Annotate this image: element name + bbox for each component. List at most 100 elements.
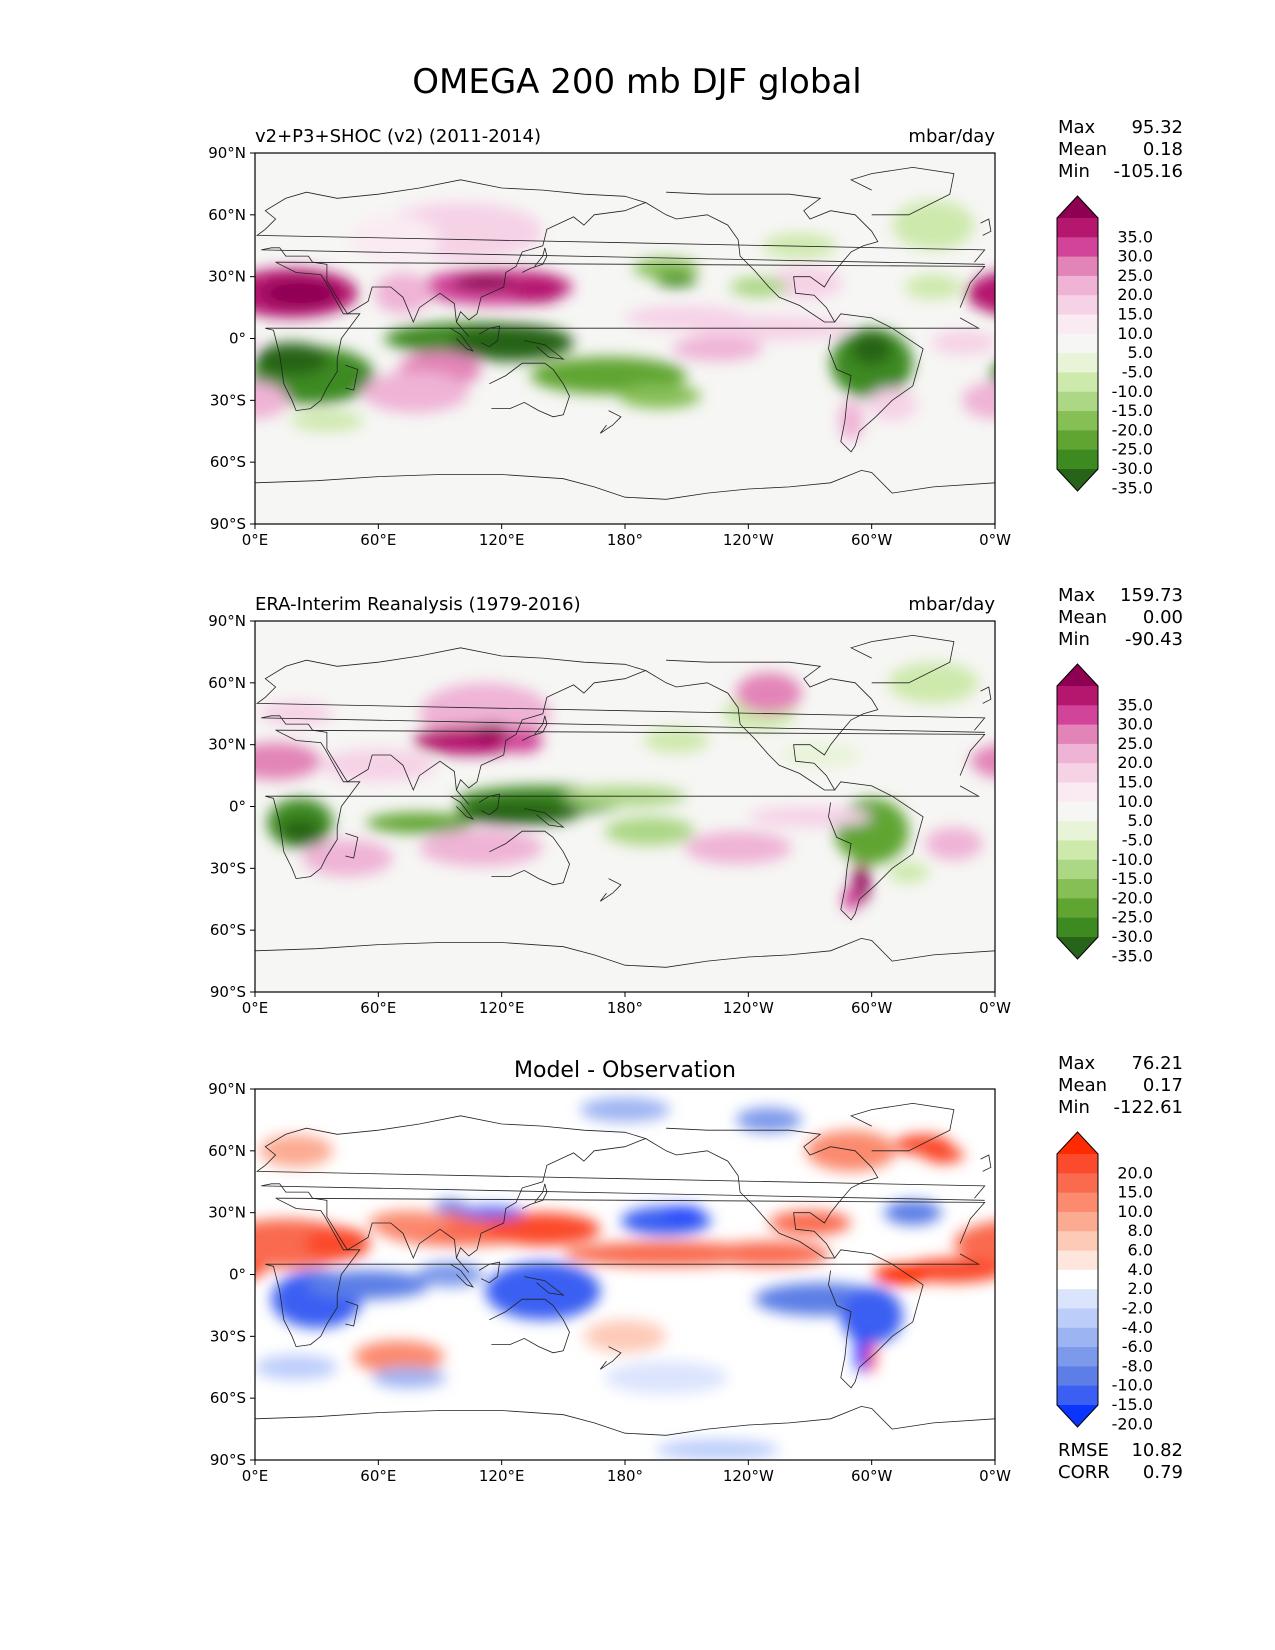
map-field <box>255 634 995 968</box>
colorbar-label: 30.0 <box>1117 715 1153 734</box>
field-anomaly <box>748 806 872 828</box>
x-tick-label: 60°E <box>360 531 396 549</box>
colorbar-bin <box>1057 314 1098 335</box>
colorbar-bin <box>1057 256 1098 277</box>
coastline <box>599 410 622 434</box>
colorbar-label: 10.0 <box>1117 324 1153 343</box>
colorbar-bin <box>1057 763 1098 784</box>
y-tick-label: 30°N <box>208 1204 246 1222</box>
colorbar-label: -10.0 <box>1112 1376 1153 1395</box>
field-anomaly <box>419 829 543 867</box>
colorbar-bin <box>1057 782 1098 803</box>
coastline <box>522 1183 548 1209</box>
colorbar-label: -30.0 <box>1112 459 1153 478</box>
colorbar-label: -2.0 <box>1122 1298 1153 1317</box>
field-anomaly <box>417 1262 484 1287</box>
field-anomaly <box>485 1212 601 1246</box>
field-anomaly <box>768 1210 852 1236</box>
y-tick-label: 90°S <box>210 515 246 533</box>
field-anomaly <box>779 742 862 768</box>
colorbar-bin <box>1057 898 1098 919</box>
colorbar-bin <box>1057 1347 1098 1367</box>
colorbar-bin <box>1057 449 1098 470</box>
x-tick-label: 120°E <box>479 531 525 549</box>
stat-value: 0.18 <box>1143 139 1183 160</box>
field-anomaly <box>931 330 995 355</box>
colorbar-bin <box>1057 353 1098 373</box>
field-anomaly <box>372 1367 447 1388</box>
colorbar-label: 15.0 <box>1117 305 1153 324</box>
y-tick-label: 0° <box>229 1266 246 1284</box>
field-anomaly <box>618 383 702 409</box>
field-anomaly <box>255 338 258 347</box>
field-anomaly <box>655 274 697 287</box>
colorbar-bin <box>1057 295 1098 316</box>
y-tick-label: 60°N <box>208 674 246 692</box>
field-anomaly <box>306 1270 430 1300</box>
coastline <box>255 179 986 337</box>
colorbar-extend-max <box>1057 664 1098 686</box>
colorbar-extend-min <box>1057 1405 1098 1427</box>
coastline <box>265 1197 986 1348</box>
colorbar-label: -10.0 <box>1112 382 1153 401</box>
x-tick-label: 120°E <box>479 999 525 1017</box>
field-anomaly <box>452 274 519 292</box>
field-anomaly <box>470 724 512 741</box>
colorbar-label: -20.0 <box>1112 420 1153 439</box>
y-tick-label: 30°S <box>210 859 246 877</box>
field-anomaly <box>970 744 995 778</box>
coastlines <box>255 1102 995 1436</box>
x-tick-label: 120°E <box>479 1467 525 1485</box>
colorbar-bin <box>1057 1250 1098 1271</box>
field-anomaly <box>892 200 975 250</box>
field-anomaly <box>579 1097 671 1122</box>
field-anomaly <box>842 886 860 912</box>
colorbar-label: 8.0 <box>1128 1221 1153 1240</box>
figure-title: OMEGA 200 mb DJF global <box>412 62 861 102</box>
field-anomaly <box>729 276 788 298</box>
colorbar-label: 15.0 <box>1117 773 1153 792</box>
stat-label: Mean <box>1058 139 1107 160</box>
coastline <box>828 1249 924 1389</box>
panel-1: 0°E 60°E 120°E 180° 120°W 60°W 0°W 90°N 60°N 30°N… <box>208 117 1183 549</box>
field-anomaly <box>485 1262 601 1320</box>
field-anomaly <box>263 278 338 308</box>
field-anomaly <box>255 342 329 376</box>
field-anomaly <box>604 1361 728 1395</box>
coastline <box>599 1346 622 1370</box>
colorbar-bin <box>1057 879 1098 899</box>
colorbar-bin <box>1057 333 1098 354</box>
x-tick-label: 120°W <box>723 531 774 549</box>
y-tick-label: 0° <box>229 330 246 348</box>
coastline <box>524 808 565 828</box>
colorbar-bin <box>1057 275 1098 296</box>
coastline <box>522 247 548 273</box>
stat-label: Min <box>1058 1097 1090 1118</box>
stat-value: -122.61 <box>1114 1097 1183 1118</box>
colorbar-extend-max <box>1057 1132 1098 1154</box>
colorbar-label: -25.0 <box>1112 440 1153 459</box>
colorbar-bin <box>1057 801 1098 822</box>
field-anomaly <box>259 701 334 727</box>
y-tick-label: 60°S <box>210 453 246 471</box>
field-anomaly <box>736 1107 802 1133</box>
field-anomaly <box>625 305 749 331</box>
field-anomaly <box>368 1210 451 1236</box>
colorbar-bin <box>1057 1269 1098 1290</box>
stat-label: Mean <box>1058 607 1107 628</box>
x-tick-label: 180° <box>607 531 643 549</box>
colorbar-bin <box>1057 218 1098 238</box>
colorbar-bin <box>1057 840 1098 861</box>
colorbar-label: 25.0 <box>1117 734 1153 753</box>
coastlines <box>255 634 995 968</box>
colorbar-bin <box>1057 1308 1098 1329</box>
panel-units: mbar/day <box>908 126 995 147</box>
field-anomaly <box>433 732 467 745</box>
panel-2: 0°E 60°E 120°E 180° 120°W 60°W 0°W 90°N 60°N 30°N… <box>208 585 1183 1017</box>
colorbar-extend-min <box>1057 469 1098 491</box>
coastline <box>255 647 986 805</box>
coastline <box>478 325 501 348</box>
colorbar-bin <box>1057 391 1098 412</box>
y-tick-label: 90°N <box>208 144 246 162</box>
colorbar-extend-min <box>1057 937 1098 959</box>
